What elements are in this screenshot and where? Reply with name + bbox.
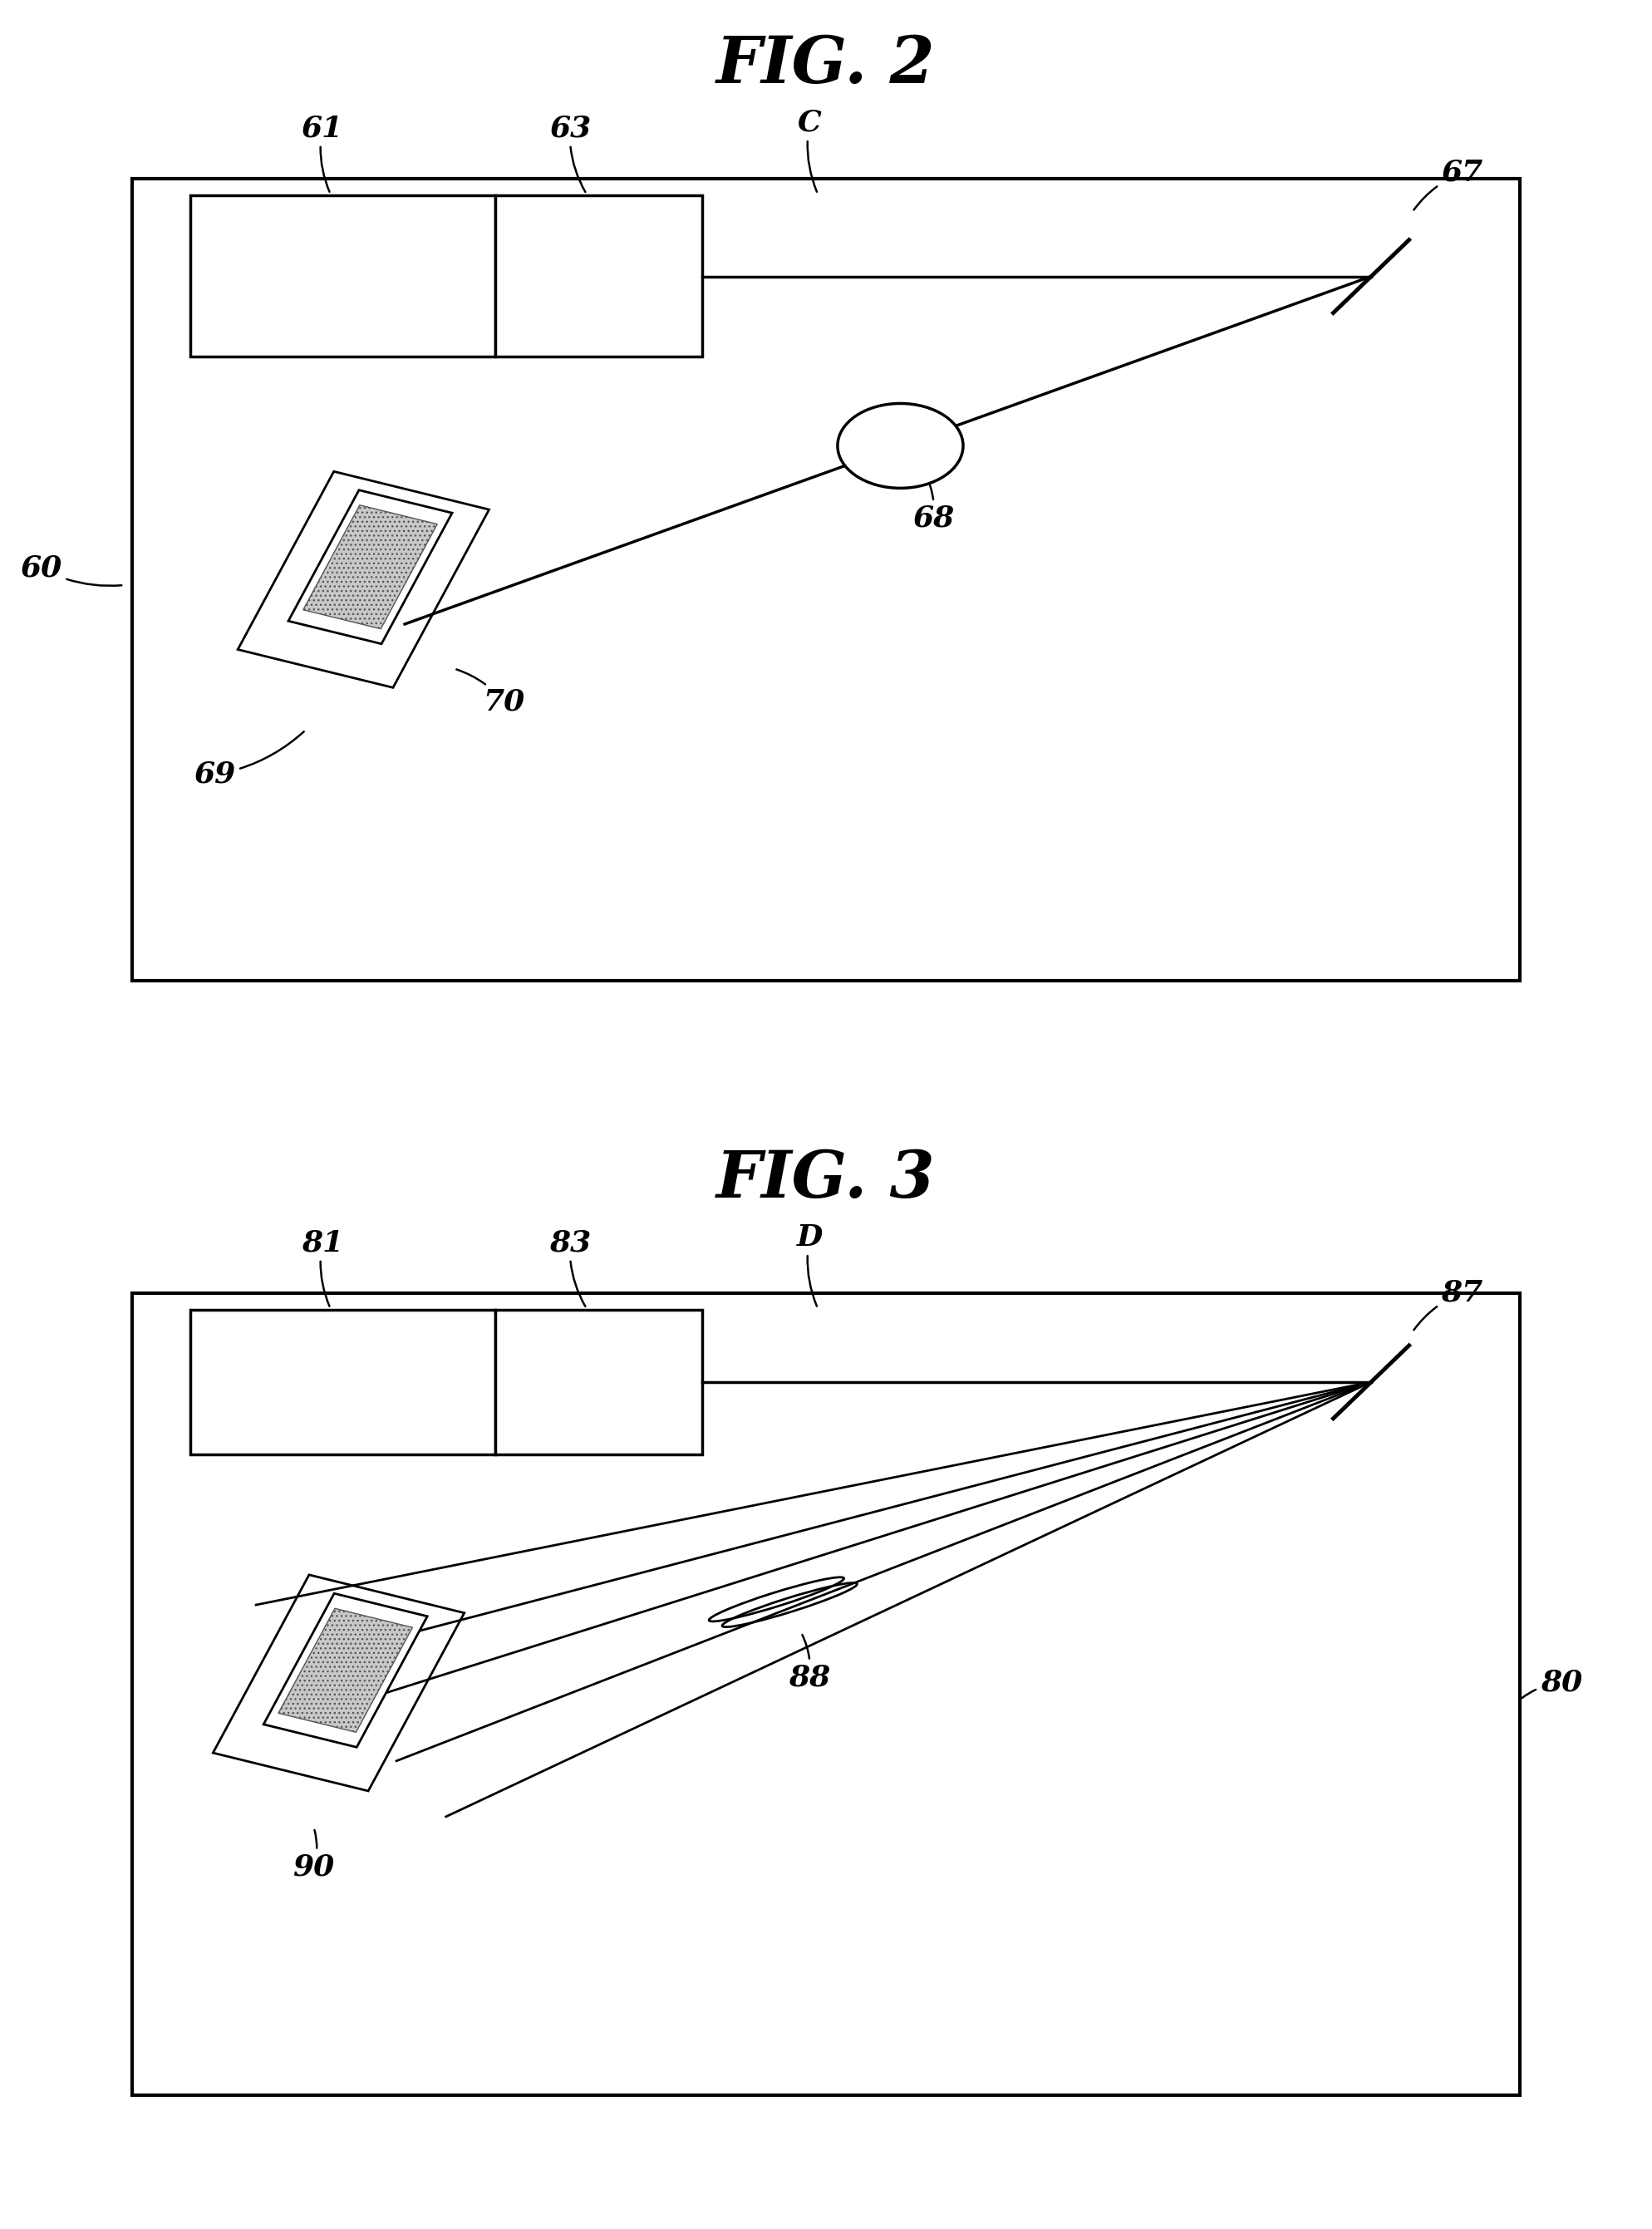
Bar xyxy=(496,194,702,357)
Text: 63: 63 xyxy=(548,114,591,192)
Polygon shape xyxy=(289,490,453,644)
Text: 87: 87 xyxy=(1414,1279,1483,1331)
Polygon shape xyxy=(238,473,489,687)
Text: 61: 61 xyxy=(301,114,344,192)
Bar xyxy=(190,194,496,357)
Text: 81: 81 xyxy=(301,1228,344,1306)
Bar xyxy=(496,1311,702,1456)
Text: D: D xyxy=(796,1224,823,1306)
Text: 80: 80 xyxy=(1521,1670,1583,1698)
Text: FIG. 2: FIG. 2 xyxy=(717,33,935,98)
Text: 90: 90 xyxy=(292,1830,335,1881)
Text: 67: 67 xyxy=(1414,158,1483,210)
Circle shape xyxy=(838,403,963,488)
Ellipse shape xyxy=(709,1578,844,1620)
Text: FIG. 3: FIG. 3 xyxy=(717,1148,935,1213)
Polygon shape xyxy=(279,1609,413,1732)
Polygon shape xyxy=(304,506,438,629)
Text: 83: 83 xyxy=(548,1228,591,1306)
Text: 88: 88 xyxy=(788,1634,831,1692)
Bar xyxy=(132,178,1520,981)
Text: 68: 68 xyxy=(912,475,955,533)
Bar xyxy=(190,1311,496,1456)
Bar xyxy=(132,1293,1520,2095)
Text: C: C xyxy=(798,109,821,192)
Text: 70: 70 xyxy=(456,669,525,716)
Polygon shape xyxy=(213,1576,464,1790)
Text: 69: 69 xyxy=(193,731,304,789)
Text: 60: 60 xyxy=(20,555,122,586)
Polygon shape xyxy=(264,1594,428,1748)
